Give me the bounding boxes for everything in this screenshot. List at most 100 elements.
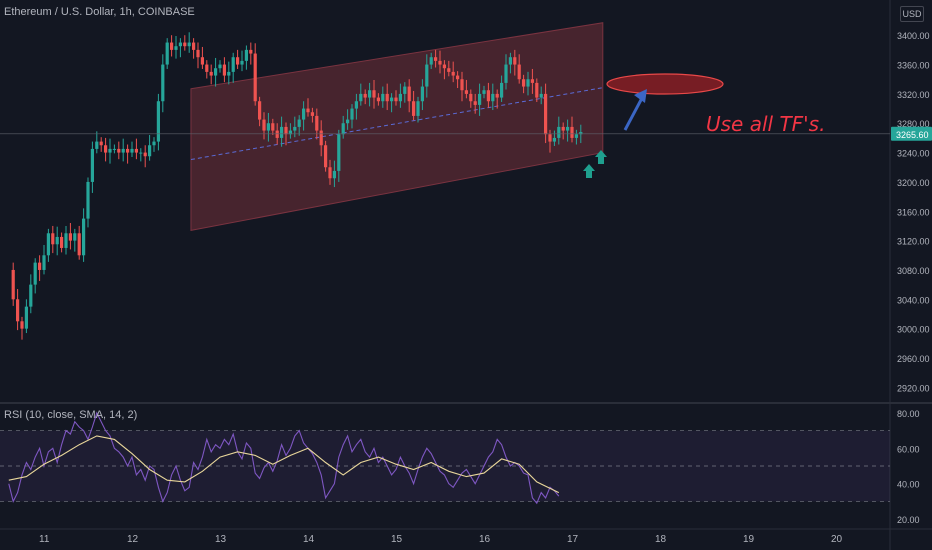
time-tick-label: 15 <box>391 534 403 545</box>
candle-body <box>148 145 152 157</box>
time-tick-label: 19 <box>743 534 755 545</box>
projection-arrow-head <box>634 89 647 103</box>
candle-body <box>121 148 125 153</box>
candle-body <box>420 86 424 102</box>
candle-body <box>170 42 174 50</box>
candle-body <box>178 42 182 47</box>
candle-body <box>328 167 332 179</box>
price-tick-label: 3120.00 <box>897 237 930 247</box>
candle-body <box>95 141 99 149</box>
price-tick-label: 3080.00 <box>897 266 930 276</box>
candle-body <box>165 42 169 65</box>
time-tick-label: 12 <box>127 534 139 545</box>
candle-body <box>143 152 147 157</box>
candle-body <box>196 49 200 58</box>
candle-body <box>46 233 50 256</box>
price-tick-label: 3000.00 <box>897 325 930 335</box>
candle-body <box>447 68 451 72</box>
candle-body <box>425 64 429 87</box>
candle-body <box>60 236 64 248</box>
candle-body <box>579 132 583 135</box>
candle-body <box>429 57 433 65</box>
candle-body <box>218 64 222 69</box>
candle-body <box>156 101 160 142</box>
candle-body <box>209 71 213 76</box>
candle-body <box>297 119 301 127</box>
candle-body <box>552 137 556 142</box>
rsi-tick-label: 80.00 <box>897 409 920 419</box>
candle-body <box>442 64 446 69</box>
candle-body <box>227 71 231 76</box>
candle-body <box>500 82 504 98</box>
currency-badge[interactable]: USD <box>900 6 924 22</box>
candle-body <box>394 97 398 102</box>
candle-body <box>376 97 380 102</box>
candle-body <box>561 126 565 131</box>
rsi-line <box>8 411 560 505</box>
candle-body <box>451 71 455 76</box>
candle-body <box>117 148 121 153</box>
candle-body <box>16 299 20 322</box>
candle-body <box>341 123 345 135</box>
candle-body <box>530 79 534 83</box>
candle-body <box>275 130 279 138</box>
candle-body <box>416 101 420 116</box>
price-tick-label: 3160.00 <box>897 207 930 217</box>
rsi-tick-label: 40.00 <box>897 480 920 490</box>
candle-body <box>390 97 394 102</box>
candle-body <box>504 64 508 83</box>
candle-body <box>288 130 292 135</box>
time-tick-label: 16 <box>479 534 491 545</box>
candle-body <box>368 90 372 98</box>
rsi-tick-label: 20.00 <box>897 515 920 525</box>
candle-body <box>508 57 512 65</box>
candle-body <box>319 130 323 146</box>
price-tick-label: 3280.00 <box>897 119 930 129</box>
candle-body <box>539 93 543 98</box>
candle-body <box>139 152 143 154</box>
candle-body <box>469 93 473 102</box>
time-tick-label: 11 <box>39 534 50 545</box>
candle-body <box>324 145 328 168</box>
candle-body <box>126 148 130 153</box>
candle-body <box>104 145 108 153</box>
price-tick-label: 2920.00 <box>897 383 930 393</box>
candle-body <box>266 123 270 131</box>
candle-body <box>293 126 297 131</box>
candle-body <box>407 86 411 102</box>
candle-body <box>398 93 402 102</box>
annotation-text: Use all TF's. <box>706 112 825 136</box>
buy-arrow-2 <box>595 150 607 164</box>
candle-body <box>200 57 204 65</box>
candle-body <box>346 119 350 124</box>
time-tick-label: 17 <box>567 534 579 545</box>
candle-body <box>51 233 55 245</box>
projection-arrow-shaft <box>623 97 644 131</box>
candle-body <box>249 49 253 54</box>
candle-body <box>82 218 86 256</box>
candle-body <box>55 236 59 245</box>
symbol-title: Ethereum / U.S. Dollar, 1h, COINBASE <box>4 6 195 18</box>
candle-body <box>310 112 314 116</box>
candle-body <box>244 49 248 61</box>
candle-body <box>86 181 90 219</box>
price-tick-label: 2960.00 <box>897 354 930 364</box>
target-ellipse <box>606 73 724 95</box>
candle-body <box>557 126 561 138</box>
candle-body <box>258 101 262 120</box>
time-tick-label: 13 <box>215 534 227 545</box>
candle-body <box>517 64 521 80</box>
candle-body <box>174 46 178 50</box>
candle-body <box>262 119 266 131</box>
candle-body <box>381 93 385 102</box>
time-tick-label: 14 <box>303 534 315 545</box>
candle-body <box>332 170 336 179</box>
candle-body <box>385 93 389 102</box>
candle-body <box>236 57 240 65</box>
candle-body <box>222 64 226 76</box>
price-tick-label: 3200.00 <box>897 178 930 188</box>
candle-body <box>253 53 257 102</box>
candle-body <box>38 262 42 270</box>
candle-body <box>68 233 72 241</box>
rsi-ma-line <box>8 435 560 494</box>
